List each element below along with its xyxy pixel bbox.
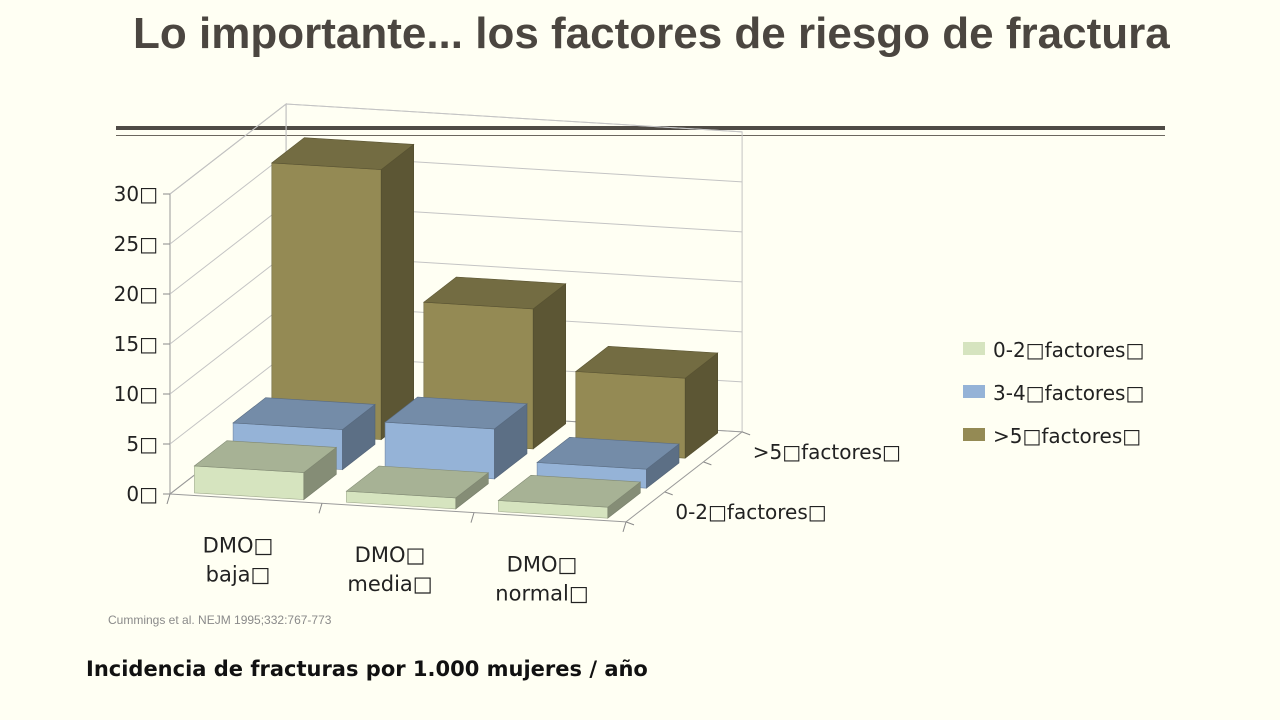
bar-top <box>574 345 719 379</box>
bar-top <box>270 137 415 170</box>
legend-swatch <box>963 342 985 355</box>
depth-tick <box>741 431 751 436</box>
gridline <box>169 103 743 195</box>
y-tick-label: 30□ <box>114 182 158 206</box>
category-label: DMO□ baja□ <box>203 534 274 587</box>
chart-caption: Incidencia de fracturas por 1.000 mujere… <box>86 657 648 681</box>
bar-top <box>193 440 338 473</box>
depth-tick <box>664 491 673 496</box>
y-tick-label: 5□ <box>126 432 158 456</box>
legend-label: >5□factores□ <box>993 424 1141 448</box>
bar-front <box>271 162 382 440</box>
y-tick-label: 15□ <box>114 332 158 356</box>
legend-swatch <box>963 385 985 398</box>
bar <box>345 465 490 510</box>
bar <box>384 396 528 480</box>
category-label: DMO□ media□ <box>347 543 432 596</box>
bar-side <box>380 143 415 441</box>
legend-label: 0-2□factores□ <box>993 338 1144 362</box>
slide-title: Lo importante... los factores de riesgo … <box>133 9 1170 58</box>
gridline <box>169 153 743 245</box>
chart-legend: 0-2□factores□ 3-4□factores□ >5□factores□ <box>963 338 1144 448</box>
chart-axes: 0□ 5□ 10□ 15□ 20□ 25□ 30□ DMO□ baja□ DMO□ media□ DM… <box>114 182 901 605</box>
x-tick <box>470 512 475 523</box>
bar-top <box>536 436 680 470</box>
y-tick-label: 10□ <box>114 382 158 406</box>
legend-swatch <box>963 428 985 441</box>
depth-label: 0-2□factores□ <box>675 500 826 524</box>
bar-top <box>384 396 528 430</box>
title-rule-thick <box>116 126 1165 130</box>
fracture-chart: 0□ 5□ 10□ 15□ 20□ 25□ 30□ DMO□ baja□ DMO□ media□ DM… <box>114 102 1144 605</box>
depth-label: >5□factores□ <box>753 440 901 464</box>
bar <box>574 345 719 459</box>
bar <box>193 440 338 501</box>
bar-top <box>345 465 490 499</box>
bar-top <box>422 276 567 310</box>
x-tick <box>318 503 323 514</box>
depth-tick <box>625 521 635 526</box>
y-tick-label: 25□ <box>114 232 158 256</box>
bar <box>270 137 415 441</box>
title-rule-thin <box>116 135 1165 136</box>
category-label: DMO□ normal□ <box>495 552 588 605</box>
bar-top <box>232 397 376 430</box>
y-tick-label: 0□ <box>126 482 158 506</box>
x-tick <box>622 521 627 533</box>
legend-label: 3-4□factores□ <box>993 381 1144 405</box>
depth-tick <box>703 461 712 466</box>
bar <box>497 474 642 519</box>
source-note: Cummings et al. NEJM 1995;332:767-773 <box>108 613 332 627</box>
x-tick <box>166 493 171 505</box>
bar-side <box>532 283 567 450</box>
bar-top <box>497 474 642 508</box>
y-tick-label: 20□ <box>114 282 158 306</box>
chart-bars <box>193 137 719 519</box>
